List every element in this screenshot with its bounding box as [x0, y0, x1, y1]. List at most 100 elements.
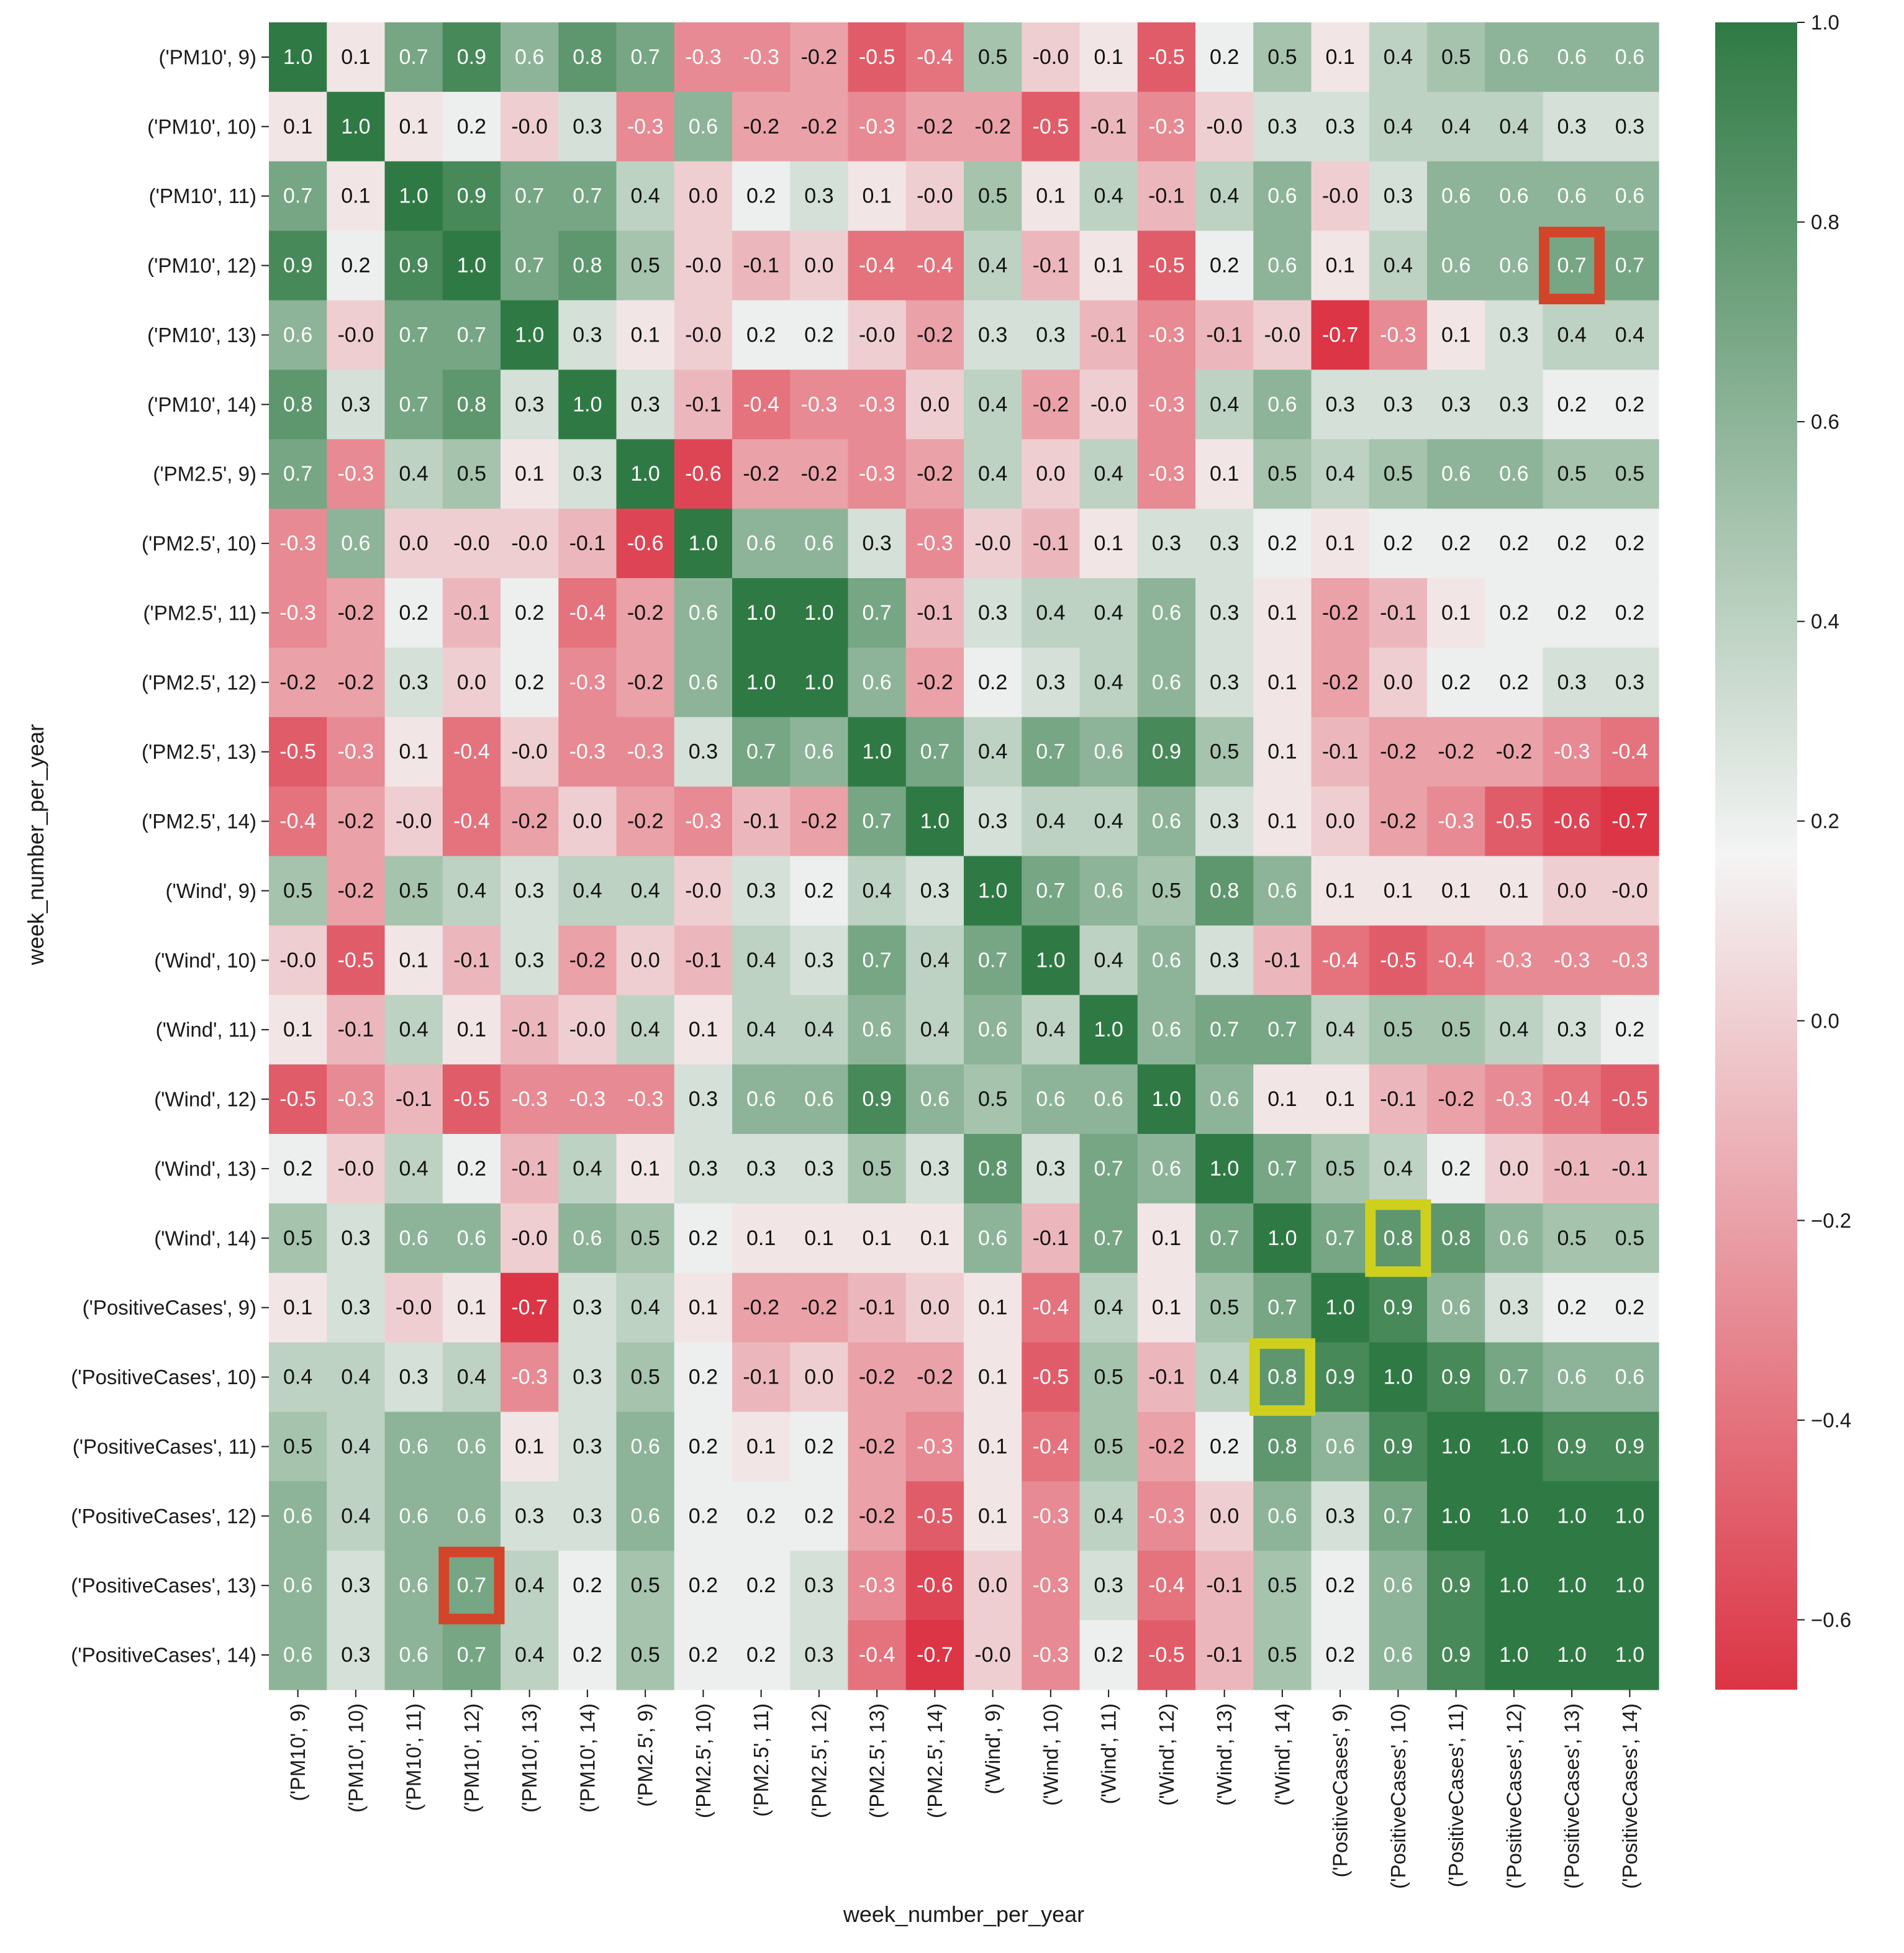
heatmap-cell: [1369, 1551, 1428, 1621]
heatmap-cell: [1600, 1412, 1659, 1482]
cell-value-label: 0.4: [920, 1018, 950, 1041]
cell-value-label: 0.6: [399, 1643, 428, 1667]
cell-value-label: 0.6: [1210, 1087, 1239, 1111]
heatmap-cell: [732, 856, 791, 926]
heatmap-cell: [848, 509, 907, 579]
cell-value-label: 0.1: [862, 184, 891, 208]
cell-value-label: -0.0: [396, 1296, 432, 1320]
x-tick-label: ('PositiveCases', 12): [1502, 1703, 1525, 1889]
cell-value-label: 0.5: [1094, 1434, 1123, 1458]
heatmap-cell: [1137, 369, 1196, 440]
cell-value-label: 0.4: [1441, 115, 1471, 138]
heatmap-cell: [384, 509, 443, 579]
heatmap-cell: [1543, 1064, 1602, 1135]
heatmap-cell: [1485, 161, 1544, 232]
cell-value-label: 0.9: [283, 254, 312, 278]
cell-value-label: -0.1: [743, 254, 779, 278]
cell-value-label: -0.2: [801, 115, 838, 138]
heatmap-cell: [1311, 995, 1370, 1065]
heatmap-cell: [1022, 717, 1081, 787]
cell-value-label: -0.3: [917, 532, 953, 555]
cell-value-label: -0.5: [917, 1504, 953, 1528]
cell-value-label: 0.4: [457, 1366, 486, 1389]
cell-value-label: -0.1: [1380, 601, 1417, 625]
cell-value-label: -0.2: [801, 1296, 838, 1320]
cell-value-label: -0.3: [569, 1087, 606, 1111]
cell-value-label: 0.7: [283, 184, 312, 208]
heatmap-cell: [501, 1620, 559, 1690]
cell-value-label: 0.2: [1615, 601, 1644, 625]
heatmap-cell: [1137, 1134, 1196, 1204]
heatmap-cell: [558, 1481, 617, 1551]
heatmap-cell: [384, 300, 443, 370]
heatmap-cell: [905, 717, 964, 787]
cell-value-label: -0.0: [338, 323, 374, 347]
cell-value-label: 0.6: [1384, 1643, 1413, 1667]
cell-value-label: 0.4: [746, 948, 776, 972]
cell-value-label: 0.2: [1441, 532, 1471, 555]
heatmap-cell: [1079, 1412, 1138, 1482]
cell-value-label: 0.3: [978, 810, 1007, 833]
cell-value-label: 0.4: [630, 1296, 660, 1320]
heatmap-cell: [1195, 578, 1254, 648]
heatmap-cell: [1195, 1481, 1254, 1551]
cell-value-label: -0.2: [569, 948, 606, 972]
heatmap-cell: [1022, 647, 1081, 718]
heatmap-cell: [442, 22, 501, 93]
heatmap-cell: [964, 1064, 1022, 1135]
cell-value-label: -0.4: [743, 392, 779, 416]
heatmap-cell: [848, 1272, 907, 1343]
cell-value-label: 0.4: [573, 879, 602, 902]
cell-value-label: 0.7: [515, 254, 544, 278]
cell-value-label: 0.7: [1557, 254, 1586, 278]
heatmap-cell: [501, 647, 559, 718]
heatmap-cell: [269, 647, 327, 718]
cell-value-label: 0.4: [1384, 254, 1413, 278]
heatmap-cell: [1195, 1342, 1254, 1413]
cell-value-label: 0.6: [1615, 1366, 1644, 1389]
heatmap-cell: [1427, 161, 1485, 232]
heatmap-cell: [558, 91, 617, 162]
heatmap-cell: [327, 1064, 386, 1135]
cell-value-label: 0.2: [1615, 1296, 1644, 1320]
heatmap-cell: [1022, 1134, 1081, 1204]
cell-value-label: 0.1: [399, 115, 428, 138]
y-tick-label: ('Wind', 11): [156, 1018, 256, 1041]
cell-value-label: 1.0: [1615, 1574, 1644, 1597]
heatmap-cell: [732, 91, 791, 162]
cell-value-label: 1.0: [1557, 1504, 1586, 1528]
heatmap-cell: [790, 22, 849, 93]
cell-value-label: 0.9: [1441, 1574, 1471, 1597]
heatmap-cell: [442, 439, 501, 509]
cell-value-label: 0.1: [283, 1018, 312, 1041]
cell-value-label: 0.6: [1615, 184, 1644, 208]
cell-value-label: 0.9: [1152, 740, 1181, 764]
cell-value-label: 0.3: [1499, 323, 1528, 347]
cell-value-label: 0.9: [862, 1087, 891, 1111]
cell-value-label: 0.1: [630, 1157, 660, 1180]
cell-value-label: -0.0: [685, 254, 722, 278]
cell-value-label: 0.3: [689, 1087, 718, 1111]
heatmap-cell: [848, 995, 907, 1065]
cell-value-label: 0.3: [1094, 1574, 1123, 1597]
heatmap-cell: [1485, 1203, 1544, 1274]
cell-value-label: 1.0: [1325, 1296, 1354, 1320]
heatmap-cell: [1543, 578, 1602, 648]
heatmap-cell: [327, 1412, 386, 1482]
heatmap-cell: [558, 1620, 617, 1690]
cell-value-label: 0.5: [1441, 45, 1471, 69]
heatmap-cell: [1022, 22, 1081, 93]
heatmap-cell: [1253, 1342, 1312, 1413]
cell-value-label: 0.1: [746, 1226, 776, 1250]
cell-value-label: 0.8: [978, 1157, 1007, 1180]
heatmap-cell: [1195, 22, 1254, 93]
cell-value-label: 0.9: [1384, 1434, 1413, 1458]
cell-value-label: -0.3: [859, 115, 895, 138]
heatmap-cell: [269, 1064, 327, 1135]
cell-value-label: 0.4: [978, 254, 1007, 278]
cell-value-label: 0.3: [1615, 671, 1644, 694]
heatmap-cell: [616, 1412, 675, 1482]
heatmap-cell: [1600, 647, 1659, 718]
cell-value-label: -0.3: [627, 115, 664, 138]
y-tick-label: ('PositiveCases', 9): [83, 1296, 256, 1319]
